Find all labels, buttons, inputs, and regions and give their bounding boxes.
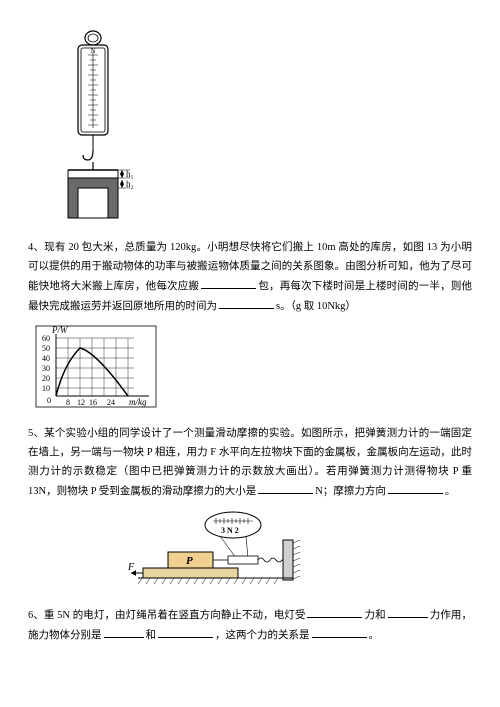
q5-blank-1 bbox=[258, 482, 313, 494]
h2-label: h₂ bbox=[126, 179, 134, 189]
block-p-label: P bbox=[186, 555, 193, 567]
q6-text-2: 力和 bbox=[364, 610, 385, 621]
q6-blank-2 bbox=[388, 606, 428, 618]
q5-blank-2 bbox=[388, 482, 443, 494]
q6-text-1: 重 5N 的电灯，由灯绳吊着在竖直方向静止不动，电灯受 bbox=[44, 610, 306, 621]
q5-number: 5、 bbox=[28, 428, 44, 439]
q4-blank-2 bbox=[219, 297, 274, 309]
q4-text-3: s。（g 取 10Nkg） bbox=[276, 301, 356, 312]
svg-text:0: 0 bbox=[47, 396, 51, 405]
q6-blank-1 bbox=[307, 606, 362, 618]
question-5: 5、某个实验小组的同学设计了一个测量滑动摩擦的实验。如图所示，把弹簧测力计的一端… bbox=[28, 425, 472, 502]
svg-text:3 N 2: 3 N 2 bbox=[221, 526, 239, 535]
svg-text:20: 20 bbox=[42, 374, 50, 383]
svg-text:50: 50 bbox=[42, 344, 50, 353]
q6-blank-3 bbox=[104, 626, 144, 638]
q4-number: 4、 bbox=[28, 242, 44, 253]
svg-text:60: 60 bbox=[42, 334, 50, 343]
graph-x-label: m/kg bbox=[129, 397, 147, 407]
graph-y-label: P/W bbox=[51, 325, 69, 335]
svg-text:40: 40 bbox=[42, 354, 50, 363]
h1-label: h₁ bbox=[126, 169, 134, 179]
pulley-figure: 3 N 2 P bbox=[128, 510, 472, 598]
svg-text:10: 10 bbox=[42, 384, 50, 393]
question-4: 4、现有 20 包大米，总质量为 120kg。小明想尽快将它们搬上 10m 高处… bbox=[28, 239, 472, 317]
svg-text:12: 12 bbox=[77, 398, 85, 407]
q6-text-6: 。 bbox=[369, 630, 380, 641]
svg-text:24: 24 bbox=[107, 398, 115, 407]
power-graph-figure: P/W 60 50 40 30 20 10 0 8 12 16 bbox=[34, 324, 472, 417]
svg-text:N: N bbox=[90, 47, 95, 55]
force-f-label: F bbox=[128, 562, 135, 573]
q6-number: 6、 bbox=[28, 610, 44, 621]
q6-blank-5 bbox=[312, 626, 367, 638]
q5-text-2: N；摩擦力方向 bbox=[315, 486, 386, 497]
q6-text-5: ，这两个力的关系是 bbox=[215, 630, 310, 641]
svg-text:30: 30 bbox=[42, 364, 50, 373]
svg-text:8: 8 bbox=[66, 398, 70, 407]
q5-text-3: 。 bbox=[445, 486, 456, 497]
q6-text-4: 和 bbox=[146, 630, 157, 641]
q4-blank-1 bbox=[201, 277, 256, 289]
svg-text:16: 16 bbox=[89, 398, 97, 407]
spring-scale-figure: N h₁ h₂ bbox=[48, 30, 472, 233]
q6-blank-4 bbox=[158, 626, 213, 638]
question-6: 6、重 5N 的电灯，由灯绳吊着在竖直方向静止不动，电灯受力和力作用，施力物体分… bbox=[28, 606, 472, 646]
